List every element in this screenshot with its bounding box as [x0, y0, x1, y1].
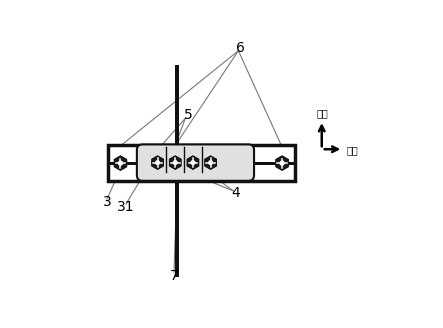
Polygon shape — [187, 156, 198, 169]
Circle shape — [173, 161, 177, 164]
Circle shape — [191, 161, 195, 164]
Text: 径向: 径向 — [346, 145, 358, 155]
Text: 7: 7 — [170, 269, 179, 282]
Polygon shape — [276, 156, 288, 170]
Circle shape — [156, 161, 159, 164]
Polygon shape — [114, 156, 127, 170]
Text: 4: 4 — [232, 186, 240, 200]
Circle shape — [209, 161, 213, 164]
Circle shape — [118, 161, 122, 165]
Polygon shape — [152, 156, 163, 169]
Text: 轴向: 轴向 — [317, 108, 328, 118]
Bar — [175, 181, 179, 277]
Text: 5: 5 — [183, 108, 192, 122]
FancyBboxPatch shape — [137, 144, 254, 181]
Circle shape — [280, 161, 284, 165]
Bar — [175, 65, 179, 145]
Bar — [176, 162, 295, 165]
Text: 31: 31 — [117, 200, 135, 214]
Text: 6: 6 — [237, 41, 245, 55]
Polygon shape — [205, 156, 216, 169]
Text: 3: 3 — [103, 195, 112, 209]
Bar — [109, 162, 176, 165]
Polygon shape — [170, 156, 181, 169]
Bar — [109, 145, 295, 181]
